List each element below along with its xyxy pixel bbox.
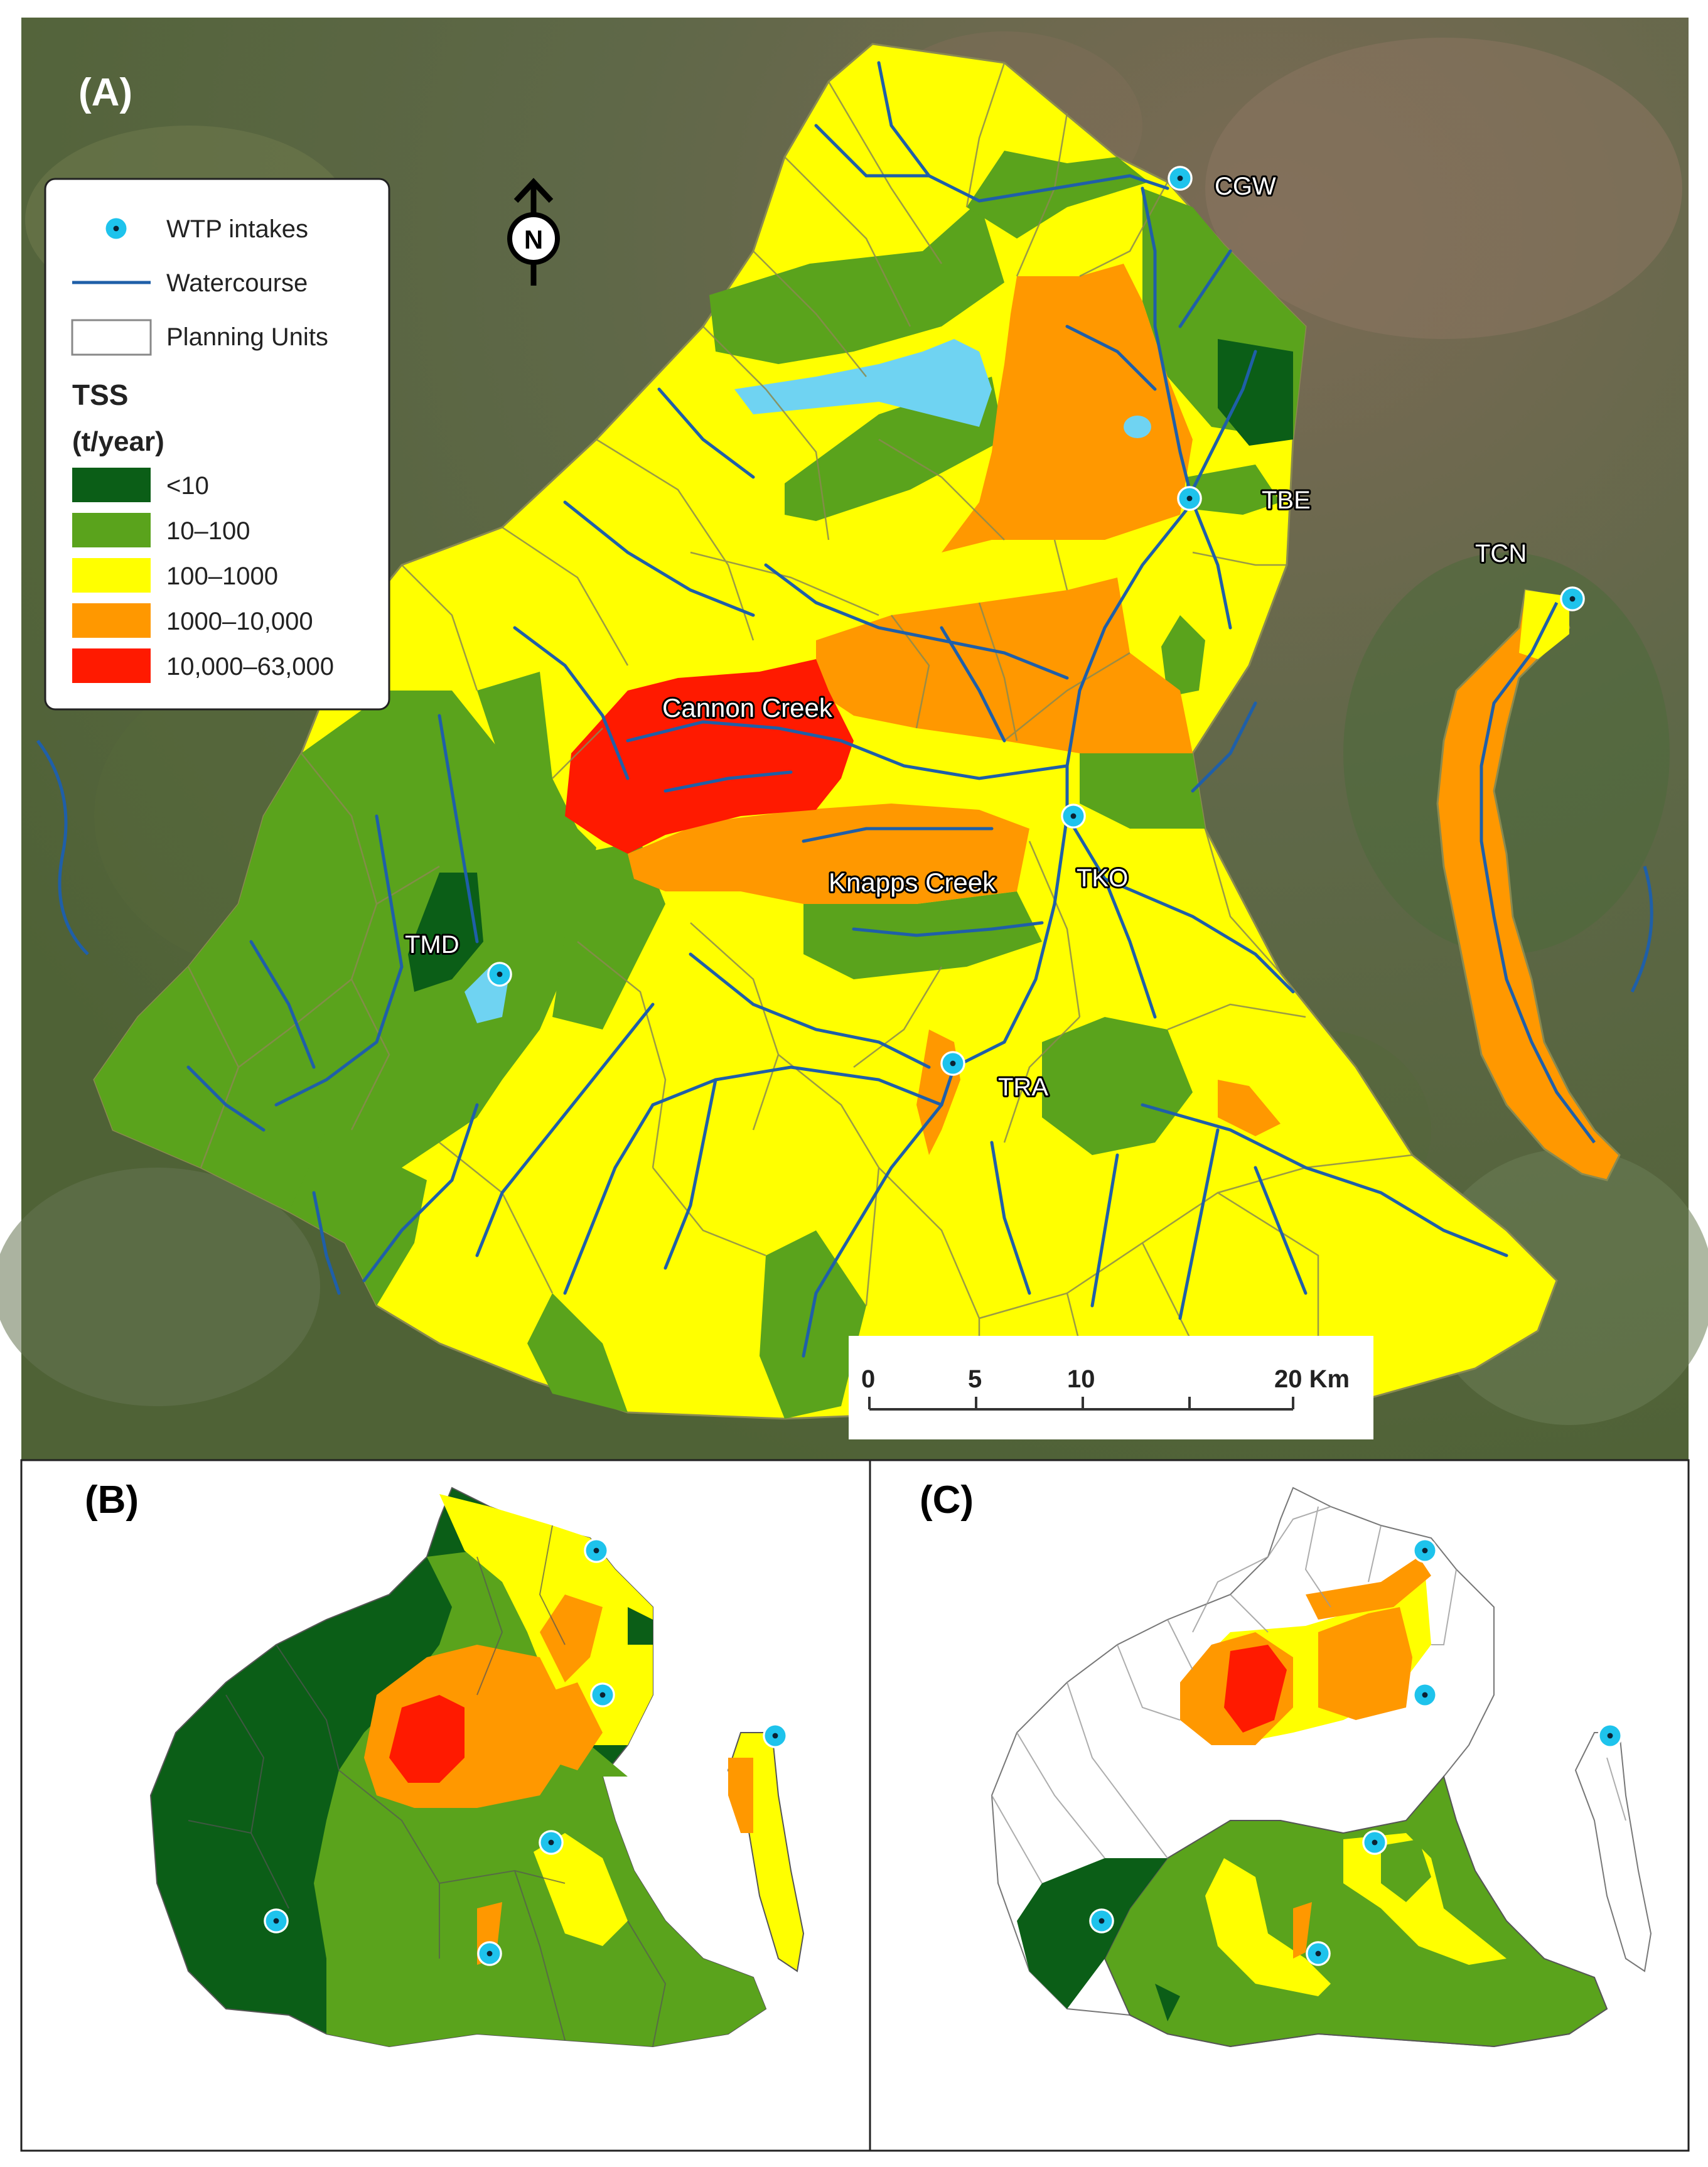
scale-tick-20: 20 Km [1274,1365,1350,1393]
panel-b: (B) [20,1459,871,2152]
catchment-b [149,1487,805,2048]
panel-a: CGW TBE TCN TKO TMD TRA Cannon Creek Kna… [0,18,1708,1460]
legend-swatch [72,468,151,502]
panel-b-label: (B) [85,1478,139,1522]
label-cgw: CGW [1215,173,1276,200]
scale-tick-5: 5 [968,1365,982,1393]
scale-tick-0: 0 [861,1365,875,1393]
intake-tcn-icon [1560,586,1585,611]
legend-class-label: 100–1000 [166,562,278,590]
intake-tra-icon [940,1051,965,1076]
scale-bar: 0 5 10 20 Km [849,1336,1373,1439]
panel-a-label: (A) [78,71,132,114]
legend-swatch [72,648,151,683]
legend-class-label: 1000–10,000 [166,608,313,635]
legend-tss-title: TSS [72,379,128,411]
legend: WTP intakes Watercourse Planning Units T… [44,178,390,711]
legend-intake-icon [104,216,129,241]
north-arrow-icon: N [507,178,560,286]
legend-planning-units-swatch [71,319,152,356]
panel-c-label: (C) [920,1478,974,1522]
cannon-creek-zone [565,659,854,854]
legend-intakes-label: WTP intakes [166,215,308,243]
legend-swatch [72,558,151,593]
legend-watercourse-label: Watercourse [166,269,308,297]
label-tbe: TBE [1262,487,1311,514]
label-knapps-creek: Knapps Creek [829,868,996,897]
label-tmd: TMD [405,931,459,959]
label-tra: TRA [998,1073,1048,1101]
legend-swatch [72,603,151,638]
legend-class-label: 10–100 [166,517,250,545]
legend-tss-unit: (t/year) [72,426,164,457]
label-tcn: TCN [1475,540,1527,567]
label-tko: TKO [1077,864,1128,892]
label-cannon-creek: Cannon Creek [662,693,833,723]
panel-c: (C) [869,1459,1690,2152]
watercourses-a [186,61,1508,1358]
legend-class-label: 10,000–63,000 [166,653,334,680]
intake-tmd-icon [487,962,512,987]
legend-planning-units-label: Planning Units [166,323,328,351]
north-letter: N [524,225,543,254]
catchment-c [991,1487,1652,2048]
intake-cgw-icon [1168,166,1193,191]
intake-tbe-icon [1177,486,1202,511]
catchment-a [93,43,1621,1420]
legend-swatch [72,513,151,547]
tcn-corridor [1436,589,1621,1181]
intake-tko-icon [1061,804,1086,829]
legend-class-label: <10 [166,472,209,500]
scale-tick-10: 10 [1067,1365,1095,1393]
